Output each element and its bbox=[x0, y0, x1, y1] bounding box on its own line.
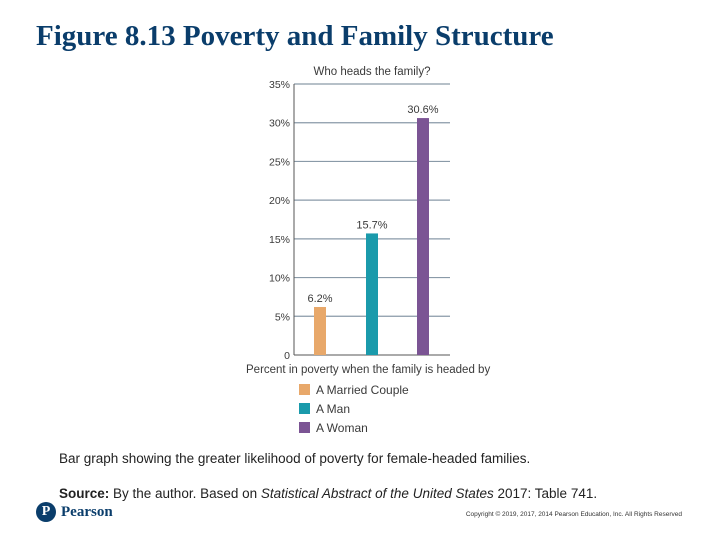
y-tick-label-5: 5% bbox=[275, 311, 290, 323]
x-axis-label: Percent in poverty when the family is he… bbox=[246, 364, 490, 376]
legend-layer: A Married Couple A Man A Woman bbox=[299, 383, 409, 435]
legend-swatch-2 bbox=[299, 422, 310, 433]
chart-title: Who heads the family? bbox=[314, 66, 431, 78]
y-tick-label-10: 10% bbox=[269, 273, 290, 285]
source-note: Source: By the author. Based on Statisti… bbox=[59, 486, 597, 501]
source-text-post: 2017: Table 741. bbox=[493, 486, 598, 501]
bar-value-label-1: 15.7% bbox=[356, 219, 387, 231]
source-text-pre: By the author. Based on bbox=[109, 486, 261, 501]
bar-value-label-0: 6.2% bbox=[307, 293, 332, 305]
copyright-notice: Copyright © 2019, 2017, 2014 Pearson Edu… bbox=[465, 511, 682, 518]
source-label: Source: bbox=[59, 486, 110, 501]
bar-1 bbox=[366, 233, 378, 355]
pearson-logo-text: Pearson bbox=[61, 503, 113, 520]
y-tick-label-0: 0 bbox=[284, 350, 290, 362]
legend-swatch-0 bbox=[299, 384, 310, 395]
y-tick-label-35: 35% bbox=[269, 79, 290, 91]
legend-label-0: A Married Couple bbox=[316, 383, 409, 397]
bar-layer bbox=[314, 118, 429, 355]
bar-value-label-2: 30.6% bbox=[407, 104, 438, 116]
legend-label-2: A Woman bbox=[316, 421, 368, 435]
y-tick-label-20: 20% bbox=[269, 195, 290, 207]
slide-title: Figure 8.13 Poverty and Family Structure bbox=[36, 20, 554, 52]
y-tick-label-15: 15% bbox=[269, 234, 290, 246]
pearson-logo: P Pearson bbox=[36, 502, 113, 522]
bar-0 bbox=[314, 306, 326, 355]
label-layer: Who heads the family? 6.2% 15.7% 30.6% Perce… bbox=[246, 66, 490, 376]
y-tick-label-25: 25% bbox=[269, 156, 290, 168]
legend-swatch-1 bbox=[299, 403, 310, 414]
pearson-p-icon: P bbox=[36, 502, 56, 522]
y-tick-label-30: 30% bbox=[269, 118, 290, 130]
axis-layer: 0 5% 10% 15% 20% 25% 30% 35% bbox=[269, 79, 450, 362]
legend-label-1: A Man bbox=[316, 402, 350, 416]
source-text-italic: Statistical Abstract of the United State… bbox=[260, 486, 494, 501]
bar-2 bbox=[417, 118, 429, 355]
chart-caption: Bar graph showing the greater likelihood… bbox=[59, 451, 531, 466]
